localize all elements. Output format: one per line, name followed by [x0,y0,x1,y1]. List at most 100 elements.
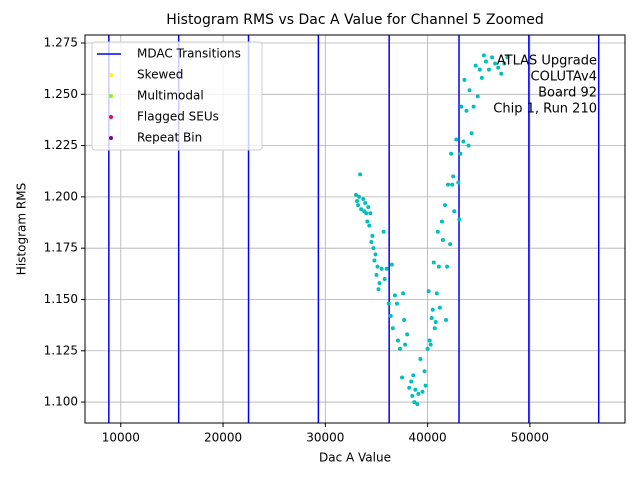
plot-frame [84,34,626,424]
annotation: ATLAS Upgrade [497,54,597,69]
data-point [361,196,366,201]
data-point [493,61,498,66]
data-point [410,393,415,398]
data-point [448,242,453,247]
data-point [374,272,379,277]
data-point [437,305,442,310]
data-point [469,131,474,136]
y-axis-label: Histogram RMS [15,183,29,275]
data-point [402,317,407,322]
data-point [426,289,431,294]
data-point [403,342,408,347]
y-tick-label: 1.225 [44,138,78,152]
data-point [459,104,464,109]
data-point [358,172,363,177]
data-point [481,53,486,58]
data-point [502,61,507,66]
legend-swatch [109,73,113,77]
data-point [363,201,368,206]
data-point [445,264,450,269]
data-point [381,229,386,234]
data-point [423,383,428,388]
data-point [376,287,381,292]
data-point [471,104,476,109]
data-point [415,402,420,407]
data-point [467,88,472,93]
data-point [395,338,400,343]
y-tick-label: 1.175 [44,241,78,255]
x-tick-label: 10000 [102,431,140,445]
data-point [366,205,371,210]
annotation: Chip 1, Run 210 [493,102,597,117]
data-point [449,151,454,156]
data-point [365,219,370,224]
data-point [461,139,466,144]
data-point [433,320,438,325]
y-tick-label: 1.100 [44,395,78,409]
legend-label: Flagged SEUs [137,110,219,124]
data-point [398,346,402,351]
y-tick-label: 1.250 [44,87,78,101]
x-axis-label: Dac A Value [319,451,391,465]
y-tick-label: 1.275 [44,36,78,50]
data-point [429,315,434,320]
data-point [412,400,417,405]
data-point [401,291,406,296]
x-tick-label: 30000 [306,431,344,445]
data-point [443,203,447,208]
data-point [413,387,418,392]
data-point [462,77,467,82]
data-point [425,346,430,351]
data-point [477,67,482,72]
data-point [355,198,360,203]
chart-title: Histogram RMS vs Dac A Value for Channel… [166,12,544,28]
legend-label: MDAC Transitions [137,47,241,61]
data-point [418,356,423,361]
data-point [432,326,437,331]
y-tick-label: 1.150 [44,292,78,306]
data-point [439,219,444,224]
data-point [407,385,412,390]
data-point [420,389,425,394]
legend-label: Repeat Bin [137,131,202,145]
data-point [370,233,375,238]
data-point [436,264,441,269]
annotation: COLUTAv4 [531,70,597,85]
data-point [479,75,484,80]
data-point [371,246,376,251]
data-point [377,281,382,286]
data-point [446,182,451,187]
annotation: Board 92 [538,86,597,101]
data-point [354,192,359,197]
x-tick-label: 40000 [409,431,447,445]
data-point [372,258,377,263]
data-point [490,55,495,60]
data-point [466,143,471,148]
data-point [505,55,510,60]
data-point [375,264,380,269]
data-point [392,293,397,298]
data-point [416,391,421,396]
data-point [457,217,462,222]
data-point [382,276,387,281]
y-tick-label: 1.125 [44,343,78,357]
legend-swatch [109,115,113,119]
x-tick-label: 50000 [511,431,549,445]
data-point [456,180,461,185]
data-point [440,237,445,242]
data-point [496,65,501,70]
data-point [384,266,389,271]
data-point [368,211,373,216]
data-point [389,262,394,267]
data-point [357,194,362,199]
data-point [475,94,480,99]
data-point [356,203,361,208]
data-point [388,313,393,318]
data-point [483,59,488,64]
data-point [386,301,391,306]
data-point [458,151,463,156]
legend-swatch [109,136,113,140]
x-tick-label: 20000 [204,431,242,445]
data-point [444,317,449,322]
